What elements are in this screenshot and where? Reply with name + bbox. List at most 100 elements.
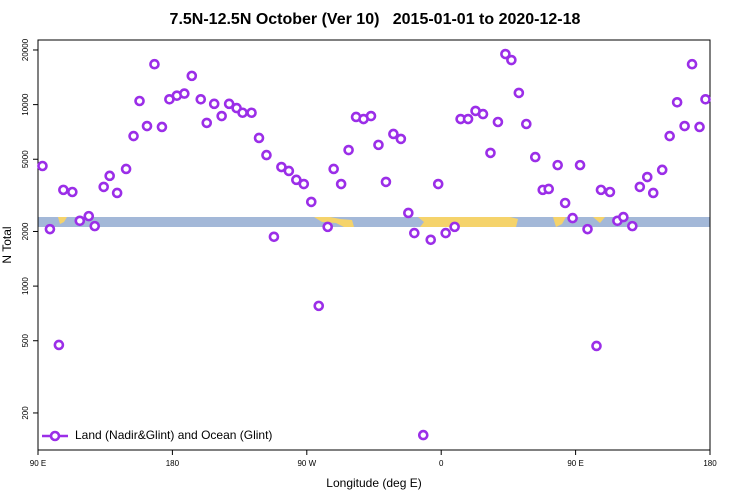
point [89,220,101,232]
point [37,160,48,172]
point [253,132,265,144]
x-tick-label: 90 E [567,459,583,468]
point [335,178,347,190]
point [208,98,220,110]
point [343,144,354,156]
x-tick-label: 0 [439,459,444,468]
point [120,163,132,175]
point [462,113,474,125]
point [313,300,325,312]
point [595,184,607,196]
point [104,170,115,182]
y-tick-label: 5000 [21,150,30,168]
land-ocean-strip [38,217,710,227]
point [506,54,517,66]
point [98,181,110,193]
point [425,234,437,246]
land [418,217,518,227]
point [500,48,511,60]
point [195,93,207,105]
point [216,110,227,122]
point [44,223,56,235]
point [559,197,571,209]
x-tick-label: 180 [703,459,717,468]
point [686,58,698,70]
point [223,98,235,110]
point [417,429,429,441]
x-tick-label: 90 W [297,459,316,468]
point [513,87,525,99]
land [553,217,566,227]
point [305,196,317,208]
point [582,223,593,235]
point [186,70,198,82]
point [664,130,675,142]
point [128,130,139,142]
point [627,220,638,232]
point [328,163,339,175]
point [552,159,563,171]
point [156,121,168,133]
point [634,181,646,193]
point [141,120,153,132]
point [449,221,460,233]
point [134,95,145,107]
point [53,339,65,351]
point [671,96,683,108]
point [440,227,451,239]
point [432,178,444,190]
point [529,151,541,163]
point [647,187,659,199]
point [477,108,489,120]
point [74,215,86,227]
point [403,207,414,219]
point [492,116,504,128]
point [574,159,586,171]
point [111,187,123,199]
point [604,186,616,198]
point [700,93,711,105]
point [395,133,407,145]
point [373,139,384,151]
point [201,117,213,129]
y-tick-label: 1000 [21,277,30,295]
point [679,120,690,132]
point [268,231,280,243]
point [365,110,377,122]
point [237,107,248,119]
plot-frame [37,39,711,451]
point [543,183,555,195]
point [83,210,95,222]
x-axis-label: Longitude (deg E) [326,476,421,490]
y-tick-label: 500 [21,334,30,348]
point [409,227,420,239]
y-tick-label: 200 [21,406,30,420]
point [521,118,532,130]
point [291,174,302,186]
point [380,176,392,188]
land [314,217,354,227]
chart-title: 7.5N-12.5N October (Ver 10) 2015-01-01 t… [170,11,581,28]
point [567,212,578,224]
legend-label: Land (Nadir&Glint) and Ocean (Glint) [75,428,272,442]
point [283,165,295,177]
land [58,217,67,224]
point [591,340,602,352]
point [298,178,310,190]
y-axis-label: N Total [0,226,14,263]
point [656,164,668,176]
x-tick-label: 180 [166,459,180,468]
y-tick-label: 20000 [21,38,30,61]
legend-marker [49,430,61,442]
point [261,149,272,161]
y-tick-label: 10000 [21,93,30,116]
point [618,211,629,223]
point [388,128,399,140]
point [485,147,496,159]
point [246,107,257,119]
point [58,184,69,196]
x-tick-label: 90 E [30,459,46,468]
point [641,171,653,183]
point [149,58,160,70]
